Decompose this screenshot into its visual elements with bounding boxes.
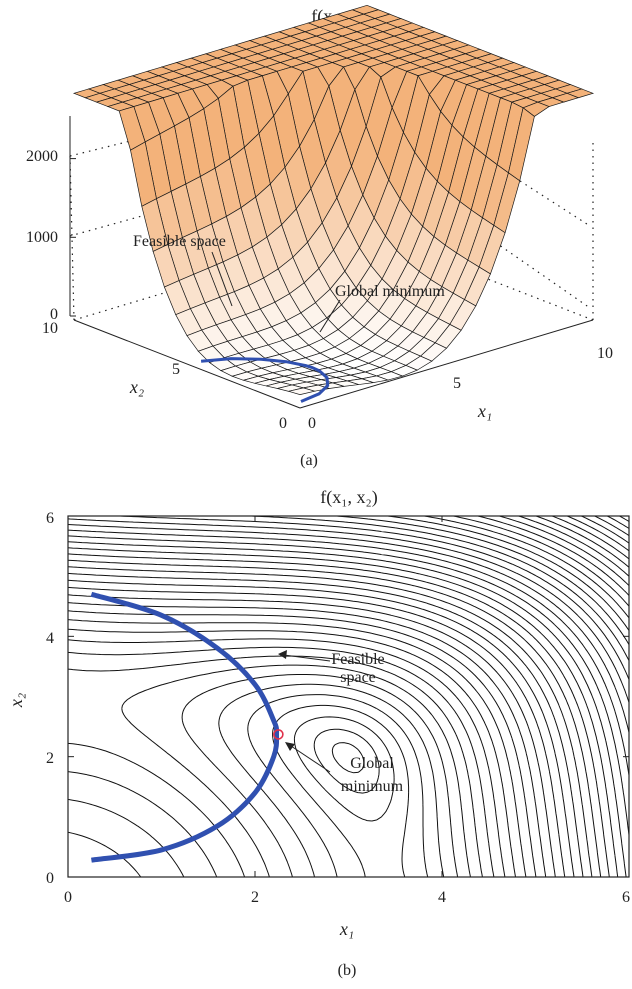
panel-b-annotation-feasible-line1: Feasible [331, 651, 384, 668]
panel-b-y-tick-2: 2 [46, 750, 54, 767]
panel-a-x2-tick-10: 10 [42, 320, 58, 337]
panel-a-z-tick-2000: 2000 [26, 148, 58, 165]
panel-a-z-tick-0: 0 [50, 306, 58, 323]
panel-b-contour-level [293, 716, 395, 822]
panel-b-x-tick-6: 6 [622, 889, 630, 906]
panel-b-annotation-global-line2: minimum [341, 778, 404, 795]
panel-a-x1-tick-10: 10 [597, 345, 613, 362]
panel-b-contour-level [68, 566, 593, 877]
panel-b-global-minimum-marker [273, 729, 284, 740]
panel-b-contour-level [68, 638, 506, 877]
panel-b-contour-level [453, 516, 629, 607]
panel-b-caption: (b) [338, 962, 357, 979]
panel-b-contour-level [387, 516, 629, 631]
panel-b-x-tick-0: 0 [64, 889, 72, 906]
panel-a-x2-label: x₂ [129, 377, 144, 397]
panel-b-contour-level [247, 694, 429, 877]
panel-b-contour-level [535, 516, 629, 568]
panel-b-feasible-arrowhead [278, 650, 287, 659]
panel-a-global-pointer [319, 299, 341, 333]
panel-b-contour-level [68, 646, 495, 877]
panel-b-contour-level [68, 579, 575, 877]
panel-b-global-arrowhead [285, 742, 295, 751]
panel-b-y-tick-0: 0 [46, 870, 54, 887]
panel-b-contour-level [68, 572, 584, 877]
panel-b-contour-level [619, 516, 629, 522]
panel-b-plot-frame [67, 515, 630, 878]
panel-a-x2-tick-5: 5 [172, 361, 180, 378]
panel-b-tick-marks [67, 515, 630, 878]
panel-a-feasible-curve [200, 357, 330, 403]
panel-b-contour-level [552, 516, 629, 560]
panel-b-contour-lines [68, 516, 629, 877]
panel-b-title: f(x₁, x₂) [320, 487, 378, 508]
panel-b-contour-level [68, 655, 483, 877]
panel-a-surface-mesh [72, 4, 595, 395]
panel-b-contour-level [181, 674, 459, 877]
panel-b-contour-level [424, 516, 629, 619]
panel-b-contour-level [68, 547, 619, 877]
panel-b-y-tick-6: 6 [46, 510, 54, 527]
panel-b-contour-level [68, 628, 516, 877]
panel-b-contour-level [68, 553, 610, 877]
panel-a-x2-axis-line [73, 319, 301, 409]
panel-b-y-label: x₂ [6, 693, 26, 708]
panel-a-feasible-pointer [211, 251, 233, 307]
panel-b-x-tick-2: 2 [251, 889, 259, 906]
panel-b-contour-level [68, 541, 627, 877]
panel-b-contour-level [68, 602, 547, 877]
panel-b-contour-level [331, 742, 365, 774]
panel-b-x-tick-4: 4 [438, 889, 446, 906]
panel-a-x1-axis-line [299, 319, 594, 409]
panel-b-contour-level [336, 516, 629, 645]
panel-b-contour-level [68, 619, 527, 877]
panel-b-contour-level [68, 559, 602, 877]
panel-a-surface-plot: f(x₁, x₂) 2000 1000 0 10 5 0 0 5 10 x₂ x… [26, 4, 613, 469]
panel-b-contour-level [68, 594, 556, 877]
panel-a-x1-tick-0: 0 [308, 415, 316, 432]
panel-b-contour-level [607, 516, 629, 529]
panel-b-contour-level [518, 516, 629, 577]
panel-b-annotation-feasible-line2: space [340, 669, 376, 686]
panel-b-contour-level [68, 535, 629, 835]
panel-b-global-pointer [290, 745, 331, 773]
panel-a-caption: (a) [300, 452, 318, 469]
panel-b-feasible-pointer [283, 654, 331, 662]
panel-a-surface-cell [287, 387, 317, 395]
panel-a-x1-label: x₁ [477, 401, 492, 421]
panel-a-annotation-global: Global minimum [335, 283, 445, 300]
panel-a-x2-tick-0: 0 [279, 415, 287, 432]
panel-b-annotation-global-line1: Global [350, 755, 394, 772]
panel-b-contour-level [121, 664, 471, 877]
panel-b-contour-plot: f(x₁, x₂) 0 2 4 6 0 2 4 6 x₁ x₂ Feasible… [6, 487, 630, 979]
panel-b-feasible-curve [90, 591, 280, 863]
panel-a-back-edge [69, 155, 75, 321]
panel-b-x-label: x₁ [339, 919, 354, 939]
panel-b-contour-level [313, 728, 380, 794]
panel-b-contour-level [272, 704, 410, 877]
panel-a-annotation-feasible: Feasible space [133, 233, 226, 250]
panel-b-contour-level [499, 516, 629, 586]
panel-a-x1-tick-5: 5 [453, 375, 461, 392]
panel-b-contour-level [218, 683, 445, 877]
panel-b-contour-level [68, 610, 537, 877]
panel-b-contour-level [68, 586, 566, 877]
panel-a-z-tick-1000: 1000 [26, 229, 58, 246]
panel-b-y-tick-4: 4 [46, 630, 54, 647]
